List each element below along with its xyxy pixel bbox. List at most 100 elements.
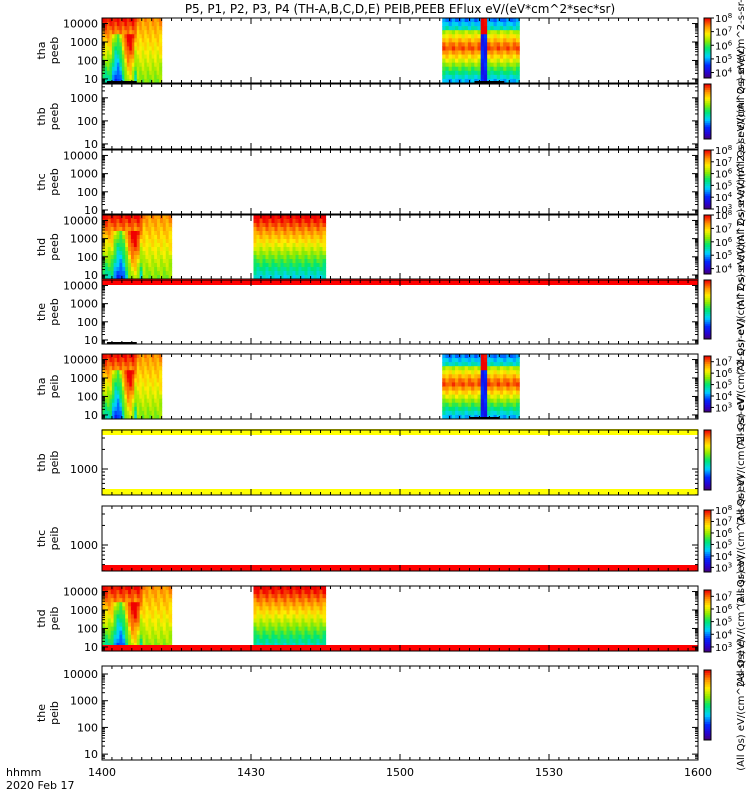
y-tick-label: 100	[77, 186, 98, 199]
colorbar-tick-label: 108	[715, 12, 732, 25]
panel-probe-label: thc	[35, 530, 48, 547]
panel-probe-label: thd	[35, 238, 48, 256]
colorbar-tick-label: 107	[715, 156, 732, 169]
colorbar-tick-label: 106	[715, 39, 733, 52]
colorbar-tick-label: 103	[715, 203, 732, 216]
colorbar-title: (All Qs) eV/(cm^2-s-sr-eV)	[736, 0, 747, 114]
spectrogram-block-2	[253, 215, 327, 279]
colorbar-tick-label: 103	[715, 401, 732, 414]
colorbar-tick-label: 106	[715, 367, 733, 380]
panel-thb-peeb: 10 100 1000 thb peeb	[35, 83, 699, 151]
x-tick-label: 1600	[684, 766, 712, 779]
panel-probe-label: thd	[35, 609, 48, 627]
panel-frame	[101, 585, 699, 652]
colorbar-tick-label: 105	[715, 53, 732, 66]
colorbar-tick-label: 104	[715, 263, 733, 276]
panel-product-label: peeb	[48, 233, 61, 261]
spectrogram-block-1	[102, 354, 163, 419]
y-tick-label: 10000	[63, 214, 98, 227]
colorbar-title: (All Qs) eV/(cm^2-s-sr-eV)	[736, 244, 747, 376]
y-tick-label: 10	[84, 269, 98, 282]
y-tick-label: 1000	[70, 695, 98, 708]
colorbar-title: (All Qs) eV/(cm^2-s-sr-eV)	[736, 639, 747, 771]
panel-probe-label: tha	[35, 41, 48, 59]
colorbar-tick-label: 108	[715, 504, 732, 517]
colorbar-cb_b_peib: (All Qs) eV/(cm^2-s-sr-eV)	[703, 394, 747, 526]
colorbar-title: (All Qs) eV/(cm^2-s-sr-eV)	[736, 318, 747, 450]
colorbar-tick-label: 105	[715, 249, 732, 262]
colorbar-title: (All Qs) eV/(cm^2-s-sr-eV)	[736, 114, 747, 246]
plot-title: P5, P1, P2, P3, P4 (TH-A,B,C,D,E) PEIB,P…	[185, 2, 615, 16]
colorbar-tick-label: 104	[715, 67, 733, 80]
colorbar-title: (All Qs) eV/(cm^2-s-sr-eV)	[736, 46, 747, 178]
panel-product-label: peib	[48, 451, 61, 475]
colorbar-title: (All Qs) eV/(cm^2-s-sr-eV)	[736, 555, 747, 687]
y-tick-label: 1000	[70, 372, 98, 385]
colorbar-tick-label: 107	[715, 515, 732, 528]
y-tick-label: 10	[84, 138, 98, 151]
panel-tha-peib: 10 100 1000 10000 tha peib	[35, 353, 699, 422]
panel-frame	[101, 429, 699, 496]
panel-probe-label: the	[35, 704, 48, 722]
colorbar-tick-label: 104	[715, 628, 733, 641]
panel-the-peeb: 10 100 1000 10000 the peeb	[35, 279, 699, 347]
panel-probe-label: the	[35, 303, 48, 321]
colorbar-title: (All Qs) eV/(cm^2-s-sr-eV)	[736, 475, 747, 607]
panel-frame	[101, 505, 699, 572]
y-tick-label: 1000	[70, 36, 98, 49]
y-tick-label: 100	[77, 721, 98, 734]
colorbar-tick-label: 108	[715, 144, 732, 157]
colorbar-tick-label: 107	[715, 222, 732, 235]
panel-product-label: peeb	[48, 168, 61, 196]
colorbar-title: (All Qs) eV/(cm^2-s-sr-eV)	[736, 394, 747, 526]
y-tick-label: 1000	[70, 539, 98, 552]
y-tick-label: 100	[77, 622, 98, 635]
x-tick-label: 1530	[535, 766, 563, 779]
colorbar-tick-label: 106	[715, 527, 733, 540]
spectrogram-block-1	[102, 18, 163, 83]
x-tick-label: 1430	[237, 766, 265, 779]
y-tick-label: 1000	[70, 298, 98, 311]
y-tick-label: 100	[77, 316, 98, 329]
colorbar-cb_b_peeb: (All Qs) eV/(cm^2-s-sr-eV)	[703, 46, 747, 178]
colorbar-tick-label: 108	[715, 209, 732, 222]
spectrogram-block-2	[442, 354, 520, 419]
y-tick-label: 10	[84, 334, 98, 347]
spectrogram-block-2	[442, 18, 520, 83]
panel-frame	[101, 83, 699, 150]
panel-probe-label: thb	[35, 453, 48, 471]
time-axis-unit-label: hhmm	[6, 766, 41, 779]
colorbar-cb_e_peib: (All Qs) eV/(cm^2-s-sr-eV)	[703, 639, 747, 771]
panel-product-label: peib	[48, 375, 61, 399]
y-tick-label: 10	[84, 204, 98, 217]
panel-frame	[101, 279, 699, 345]
panel-product-label: peeb	[48, 37, 61, 65]
y-tick-label: 100	[77, 54, 98, 67]
spectrogram-block-1	[102, 586, 173, 651]
y-tick-label: 10	[84, 641, 98, 654]
panel-frame	[101, 214, 699, 280]
x-tick-label: 1500	[386, 766, 414, 779]
colorbar-title: (All Qs) eV/(cm^2-s-sr-eV)	[736, 179, 747, 311]
y-tick-label: 10000	[63, 279, 98, 292]
colorbar-tick-label: 104	[715, 191, 733, 204]
colorbar-tick-label: 105	[715, 179, 732, 192]
y-tick-label: 100	[77, 251, 98, 264]
date-label: 2020 Feb 17	[6, 779, 74, 792]
y-tick-label: 1000	[70, 604, 98, 617]
panel-product-label: peeb	[48, 298, 61, 326]
colorbar-tick-label: 105	[715, 616, 732, 629]
y-tick-label: 10000	[63, 668, 98, 681]
colorbar-tick-label: 105	[715, 379, 732, 392]
time-axis-footer: hhmm 2020 Feb 17 1400 1430 1500 1530 1600	[6, 766, 712, 792]
panel-probe-label: tha	[35, 377, 48, 395]
panel-thb-peib: 1000 thb peib	[35, 429, 699, 496]
colorbar-tick-label: 107	[715, 26, 732, 39]
panel-frame	[101, 665, 699, 761]
